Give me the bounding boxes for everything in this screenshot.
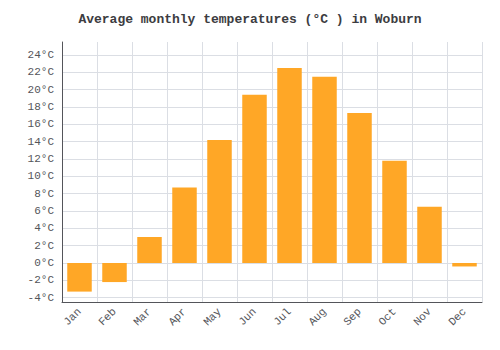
svg-text:Aug: Aug xyxy=(306,306,328,328)
svg-text:24°C: 24°C xyxy=(28,49,55,61)
svg-text:Sep: Sep xyxy=(341,306,363,328)
svg-text:22°C: 22°C xyxy=(28,66,55,78)
svg-text:16°C: 16°C xyxy=(28,118,55,130)
svg-text:Oct: Oct xyxy=(376,306,398,328)
svg-text:May: May xyxy=(201,305,224,328)
svg-text:-2°C: -2°C xyxy=(28,274,55,286)
svg-text:Feb: Feb xyxy=(96,306,118,328)
svg-text:12°C: 12°C xyxy=(28,153,55,165)
svg-text:Dec: Dec xyxy=(446,306,468,328)
svg-text:6°C: 6°C xyxy=(34,205,54,217)
svg-text:20°C: 20°C xyxy=(28,84,55,96)
svg-text:Jul: Jul xyxy=(271,306,293,328)
svg-text:Jan: Jan xyxy=(61,306,83,328)
svg-text:Nov: Nov xyxy=(411,305,434,328)
svg-text:Average monthly temperatures (: Average monthly temperatures (°C ) in Wo… xyxy=(78,12,421,27)
svg-text:18°C: 18°C xyxy=(28,101,55,113)
svg-text:14°C: 14°C xyxy=(28,136,55,148)
svg-text:-4°C: -4°C xyxy=(28,292,55,304)
svg-text:2°C: 2°C xyxy=(34,240,54,252)
svg-text:Mar: Mar xyxy=(131,306,153,328)
svg-text:8°C: 8°C xyxy=(34,188,54,200)
svg-text:4°C: 4°C xyxy=(34,222,54,234)
svg-text:10°C: 10°C xyxy=(28,170,55,182)
svg-text:Apr: Apr xyxy=(166,306,188,328)
svg-text:0°C: 0°C xyxy=(34,257,54,269)
svg-text:Jun: Jun xyxy=(236,306,258,328)
